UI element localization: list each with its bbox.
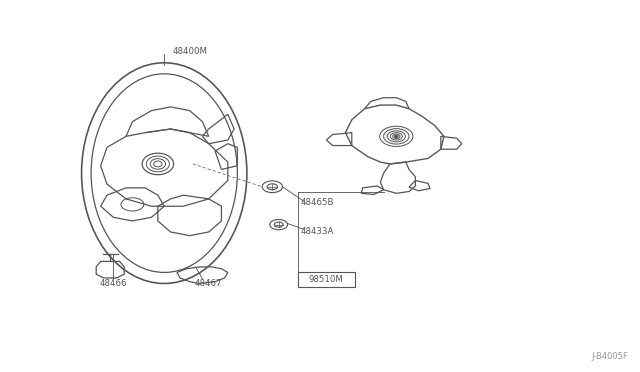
Text: 48467: 48467	[195, 279, 223, 288]
Text: 48433A: 48433A	[300, 228, 333, 237]
Circle shape	[394, 135, 398, 137]
Text: 98510M: 98510M	[309, 275, 344, 284]
Text: 48466: 48466	[100, 279, 127, 288]
Text: 48400M: 48400M	[172, 47, 207, 56]
Text: 48465B: 48465B	[300, 198, 333, 207]
Bar	[298, 272, 355, 287]
Text: J-B4005F: J-B4005F	[591, 352, 628, 361]
